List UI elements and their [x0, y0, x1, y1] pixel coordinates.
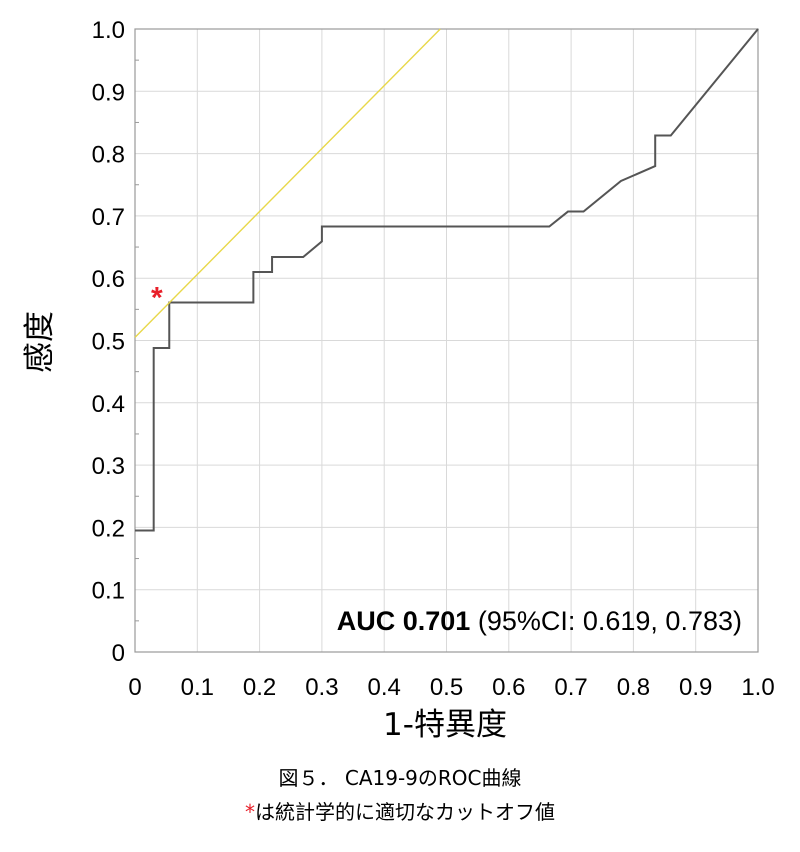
- annotations: *: [151, 281, 163, 314]
- x-axis-label: 1-特異度: [383, 707, 507, 743]
- x-tick-label: 0.8: [617, 674, 650, 701]
- y-tick-label: 0.4: [92, 391, 125, 418]
- roc-chart: 0 0.1 0.2 0.3 0.4 0.5 0.6 0.7 0.8 0.9 1.0 00.10.20…: [22, 17, 775, 743]
- x-tick-label: 0.3: [305, 674, 338, 701]
- minor-ticks: [135, 59, 139, 622]
- y-tick-label: 0.2: [92, 515, 125, 542]
- y-tick-label: 1.0: [92, 17, 125, 44]
- y-tick-label: 0.6: [92, 266, 125, 293]
- x-tick-label: 0.9: [679, 674, 712, 701]
- caption-note-text: は統計学的に適切なカットオフ値: [255, 800, 555, 824]
- figure-caption: 図５． CA19-9のROC曲線: [278, 766, 522, 790]
- y-tick-labels: 0 0.1 0.2 0.3 0.4 0.5 0.6 0.7 0.8 0.9 1.0: [92, 17, 125, 667]
- x-tick-label: 0.4: [368, 674, 401, 701]
- figure-note: *は統計学的に適切なカットオフ値: [0, 796, 800, 825]
- series-group: [134, 28, 759, 532]
- auc-ci: (95%CI: 0.619, 0.783): [478, 606, 742, 636]
- x-tick-label: 0.5: [430, 674, 463, 701]
- y-tick-label: 0.9: [92, 79, 125, 106]
- x-tick-label: 0.2: [243, 674, 276, 701]
- y-tick-label: 0.3: [92, 453, 125, 480]
- cutoff-tangent-line: [134, 28, 441, 338]
- caption-asterisk: *: [245, 800, 255, 824]
- roc-curve: [135, 28, 759, 532]
- y-tick-label: 0.1: [92, 578, 125, 605]
- y-axis-label: 感度: [22, 311, 58, 373]
- y-tick-label: 0.5: [92, 329, 125, 356]
- grid-lines: [135, 29, 758, 652]
- auc-annotation: AUC 0.701 (95%CI: 0.619, 0.783): [337, 606, 742, 636]
- auc-value: AUC 0.701: [337, 606, 471, 636]
- x-tick-label: 0.7: [554, 674, 587, 701]
- cutoff-asterisk: *: [151, 281, 163, 314]
- x-tick-label: 0.6: [492, 674, 525, 701]
- y-tick-label: 0.8: [92, 142, 125, 169]
- y-tick-label: 0: [112, 640, 125, 667]
- y-tick-label: 0.7: [92, 204, 125, 231]
- x-tick-labels: 0 0.1 0.2 0.3 0.4 0.5 0.6 0.7 0.8 0.9 1.0: [128, 674, 774, 701]
- x-tick-label: 1.0: [741, 674, 774, 701]
- x-tick-label: 0.1: [181, 674, 214, 701]
- plot-frame: [134, 28, 759, 653]
- x-tick-label: 0: [128, 674, 141, 701]
